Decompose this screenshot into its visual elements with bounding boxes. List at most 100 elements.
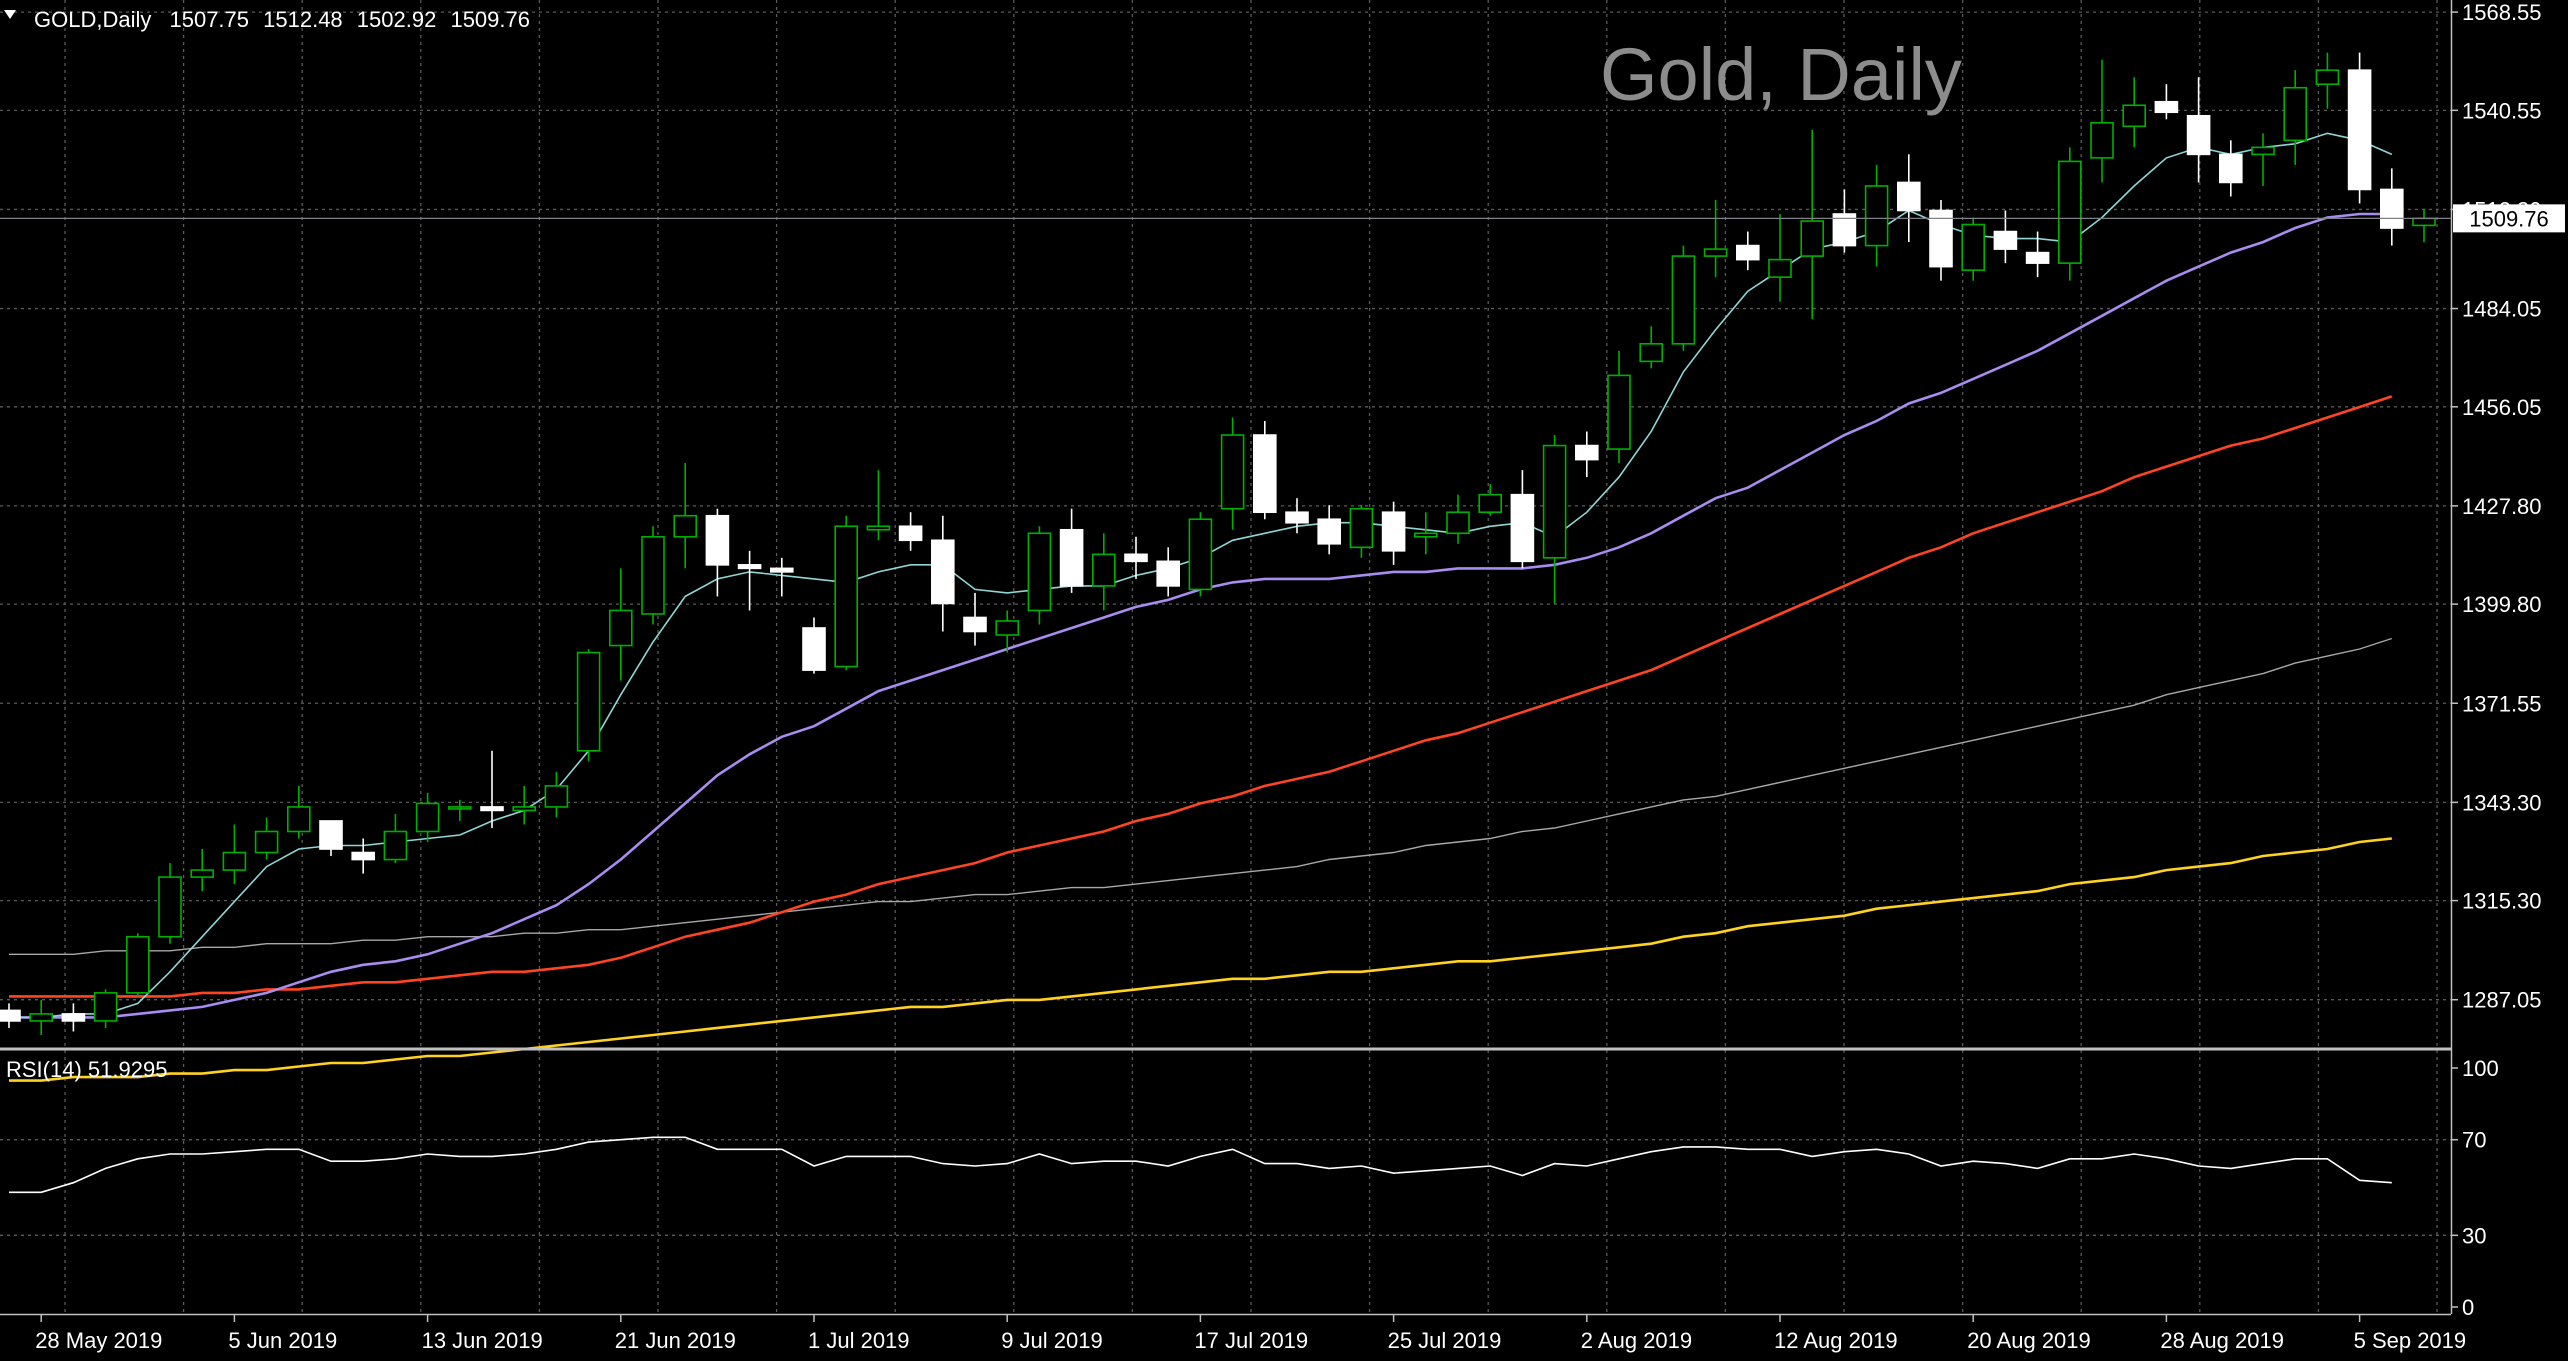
candle: [222, 824, 247, 885]
candle-body: [1961, 223, 1985, 271]
candle: [1414, 512, 1438, 555]
candle: [1092, 533, 1116, 611]
candle-body: [544, 785, 569, 808]
candle: [254, 817, 279, 860]
candle-body: [1027, 532, 1052, 612]
candle-body: [126, 935, 150, 994]
date-label: 13 Jun 2019: [422, 1328, 543, 1353]
date-label: 12 Aug 2019: [1774, 1328, 1898, 1353]
candle-body: [2412, 217, 2436, 227]
candle-body: [1510, 493, 1535, 563]
candle-body: [1446, 511, 1470, 535]
candle: [93, 989, 118, 1028]
candle: [930, 515, 955, 632]
rsi-tick-label: 0: [2462, 1295, 2474, 1320]
current-price-marker: 1509.76: [2453, 204, 2565, 233]
current-price-label: 1509.76: [2469, 206, 2549, 231]
candle-body: [1832, 213, 1857, 247]
candle-body: [1800, 220, 1824, 257]
candle-body: [2380, 188, 2404, 229]
candle-body: [190, 869, 214, 878]
candle-body: [608, 609, 633, 647]
price-tick-label: 1287.05: [2462, 988, 2542, 1013]
candle-body: [769, 567, 794, 573]
candle: [2058, 147, 2082, 281]
rsi-line: [9, 1136, 2392, 1194]
open-value: 1507.75: [169, 7, 249, 32]
candle-body: [1575, 444, 1599, 461]
candle: [608, 568, 633, 681]
candle: [480, 750, 504, 828]
candle: [2219, 140, 2243, 197]
close-value: 1509.76: [450, 7, 530, 32]
candle-body: [1349, 507, 1374, 549]
candle-body: [2315, 69, 2340, 86]
candle-body: [2283, 86, 2307, 142]
date-label: 1 Jul 2019: [808, 1328, 910, 1353]
chart-header: GOLD,Daily 1507.75 1512.48 1502.92 1509.…: [4, 7, 530, 32]
rsi-tick-label: 30: [2462, 1223, 2486, 1248]
candle: [0, 1003, 21, 1028]
dropdown-triangle-icon[interactable]: [4, 10, 16, 19]
candle: [1220, 417, 1245, 530]
candle-body: [1929, 209, 1953, 268]
candle-body: [351, 851, 376, 861]
candle-body: [0, 1009, 21, 1022]
candle-body: [1703, 248, 1728, 257]
candle: [1156, 547, 1180, 597]
candle: [1736, 231, 1760, 271]
candle: [834, 515, 859, 671]
price-tick-label: 1484.05: [2462, 297, 2542, 322]
candle-body: [1220, 434, 1245, 510]
candle: [2025, 231, 2050, 278]
candle-body: [2219, 153, 2243, 184]
candle: [2315, 52, 2340, 109]
candle: [351, 838, 376, 874]
candle-body: [866, 525, 891, 531]
candle-body: [93, 992, 118, 1022]
candle-body: [2186, 114, 2211, 156]
candle-body: [512, 806, 537, 812]
candle: [1929, 199, 1953, 281]
price-axis: 1568.551540.551512.301484.051456.051427.…: [2451, 0, 2542, 1013]
rsi-indicator: [9, 1136, 2392, 1194]
price-tick-label: 1315.30: [2462, 889, 2542, 914]
candle-body: [1381, 511, 1406, 552]
candle-body: [1736, 244, 1760, 261]
candle: [1381, 501, 1406, 565]
candle: [447, 799, 472, 821]
candle: [2090, 59, 2114, 183]
candle: [1124, 536, 1148, 579]
candle-body: [1188, 518, 1213, 591]
candle: [963, 592, 987, 646]
candle: [61, 1003, 86, 1032]
candle-body: [1639, 343, 1663, 363]
candle: [1349, 505, 1374, 558]
svg-text:GOLD,Daily 1507.75: GOLD,Daily 1507.75 1512.48 1502.92 1509.…: [34, 7, 530, 32]
candle: [2186, 77, 2211, 183]
candle-body: [1414, 532, 1438, 538]
candle: [1607, 350, 1631, 464]
candle: [1864, 164, 1889, 267]
candle-body: [1124, 553, 1148, 563]
ma-long-line: [9, 837, 2392, 1082]
candle: [673, 463, 698, 569]
candle-body: [2154, 100, 2179, 114]
candle-body: [447, 806, 472, 810]
candle-body: [1253, 434, 1277, 514]
candle: [1703, 199, 1728, 278]
candle-body: [1671, 255, 1696, 345]
date-label: 20 Aug 2019: [1967, 1328, 2091, 1353]
candle: [512, 785, 537, 825]
candle: [1897, 154, 1921, 243]
candle-body: [737, 564, 762, 570]
candle: [1671, 245, 1696, 351]
candle: [1800, 129, 1824, 320]
ma-200-line: [9, 637, 2393, 955]
candle-body: [1768, 258, 1792, 278]
candle: [1317, 505, 1341, 555]
candle-body: [158, 876, 182, 938]
candle: [866, 470, 891, 541]
candle: [737, 550, 762, 611]
